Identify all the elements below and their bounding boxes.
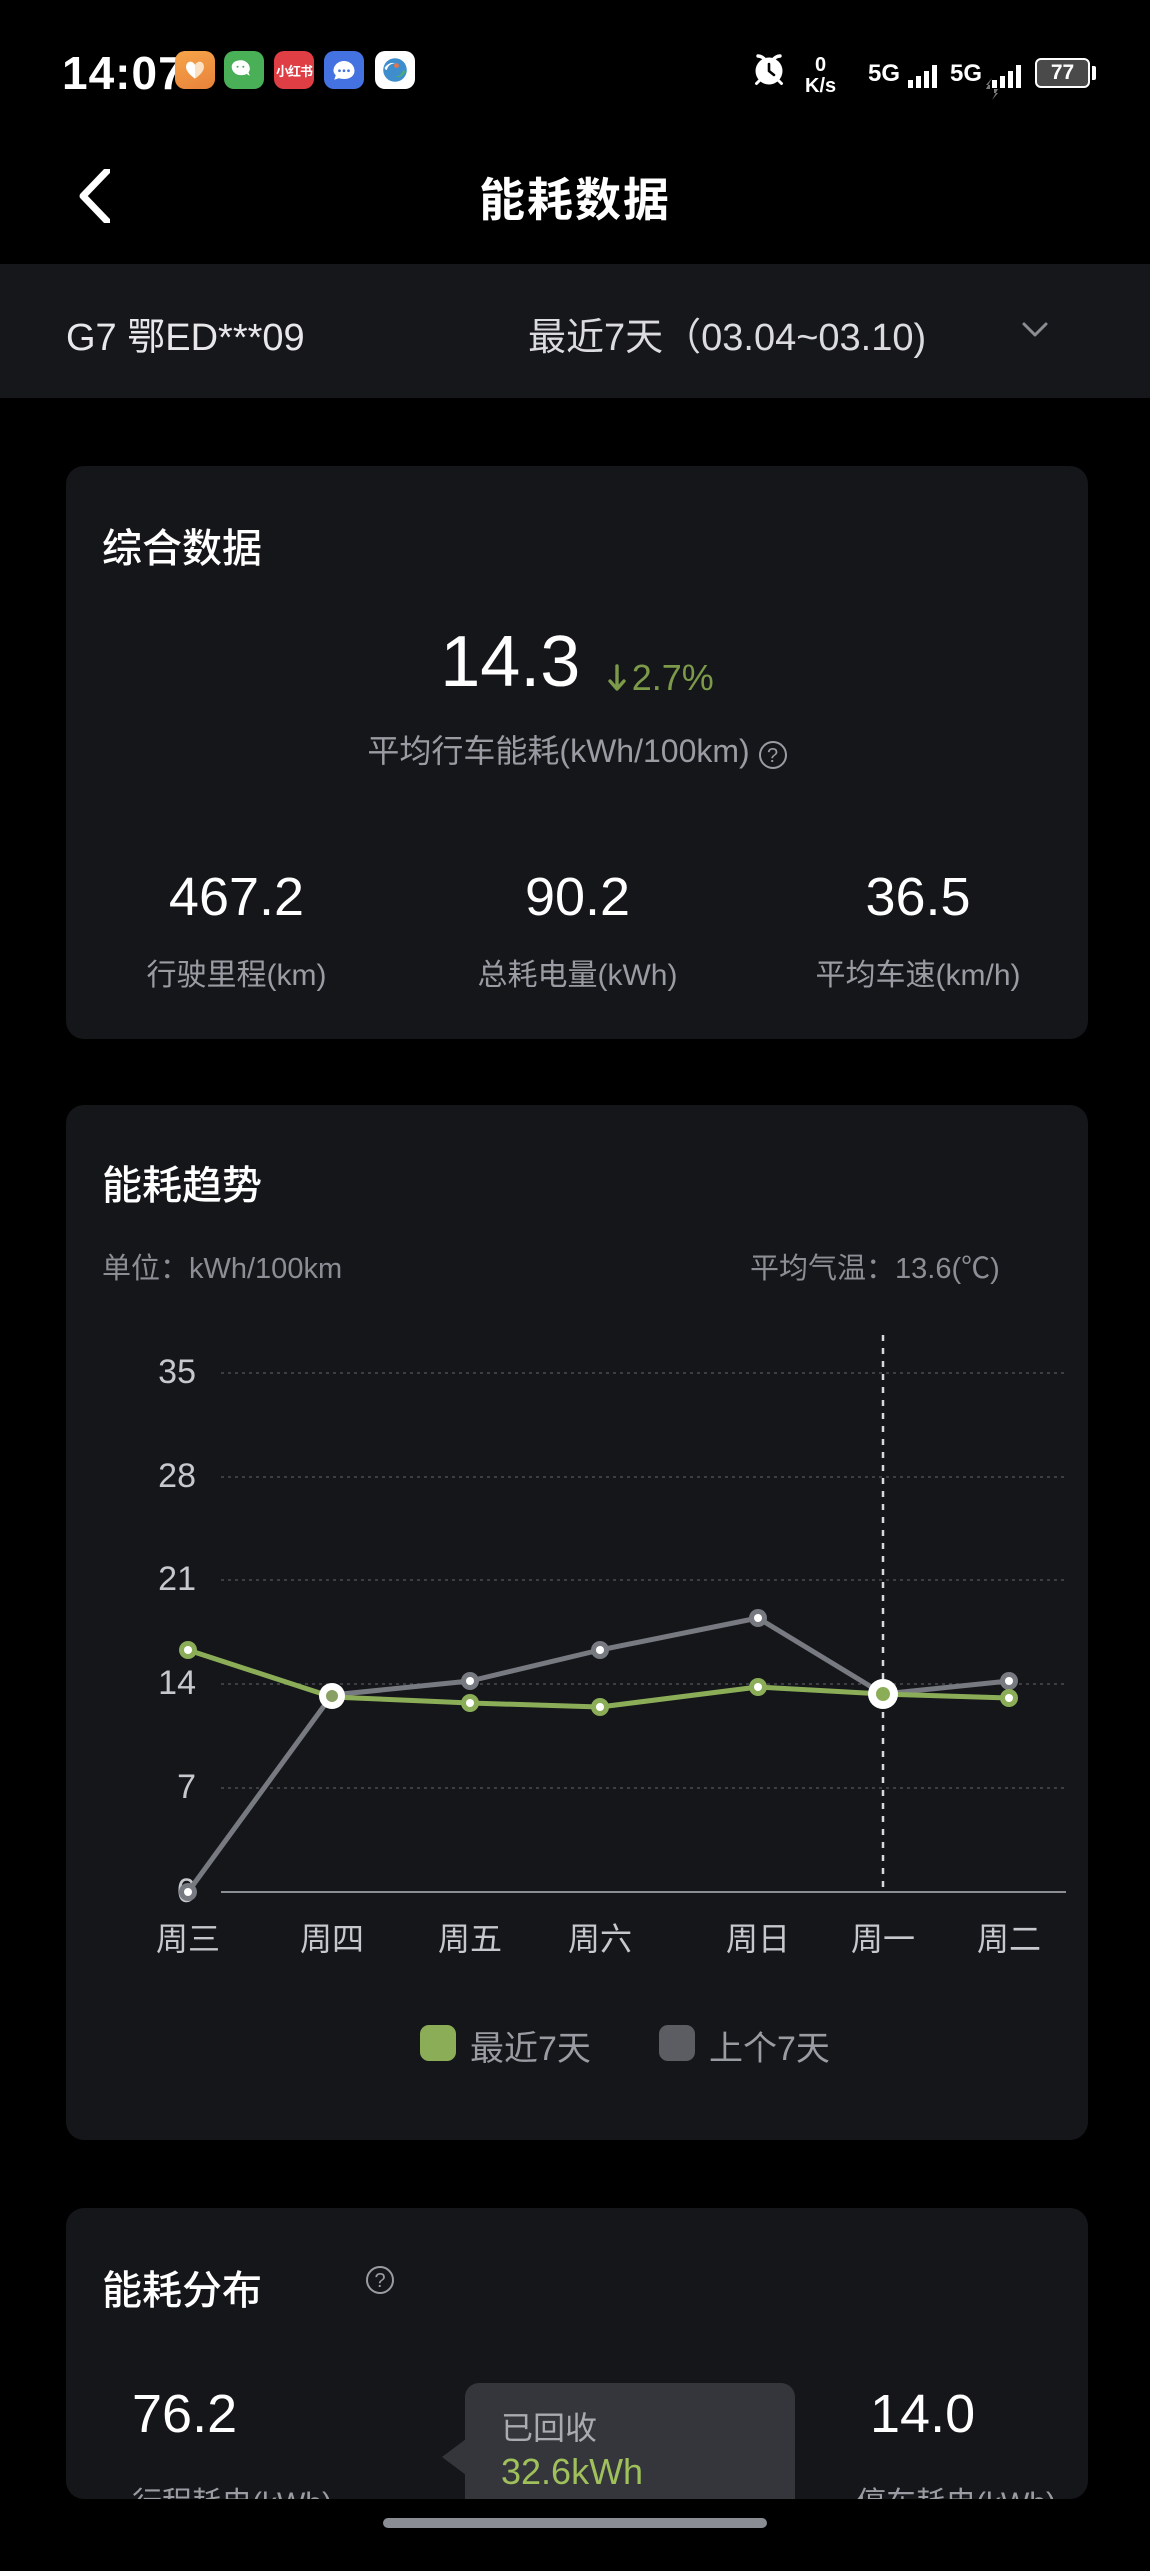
svg-text:35: 35 — [158, 1353, 196, 1391]
svg-text:周六: 周六 — [568, 1921, 632, 1957]
svg-text:周日: 周日 — [726, 1921, 790, 1957]
svg-text:21: 21 — [158, 1560, 196, 1598]
svg-text:周三: 周三 — [156, 1921, 220, 1957]
svg-text:周一: 周一 — [851, 1921, 915, 1957]
svg-text:14: 14 — [158, 1664, 196, 1702]
svg-text:周五: 周五 — [438, 1921, 502, 1957]
svg-text:周二: 周二 — [977, 1921, 1041, 1957]
svg-text:28: 28 — [158, 1457, 196, 1495]
svg-text:7: 7 — [177, 1768, 196, 1806]
svg-text:周四: 周四 — [300, 1921, 364, 1957]
